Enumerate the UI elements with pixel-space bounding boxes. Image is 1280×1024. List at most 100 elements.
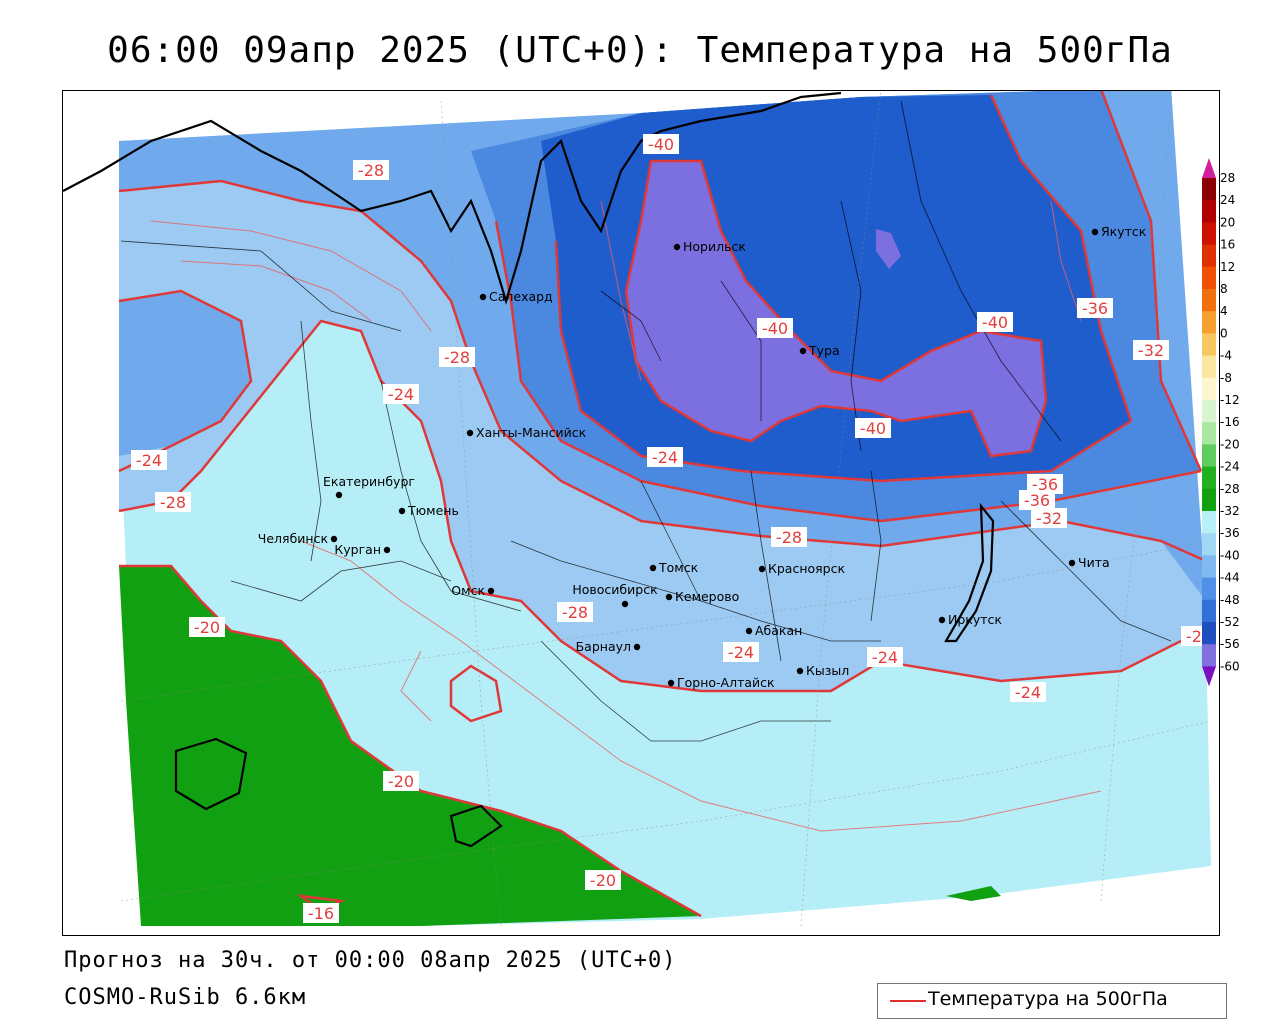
city-dot <box>673 243 681 251</box>
legend-box: Температура на 500гПа <box>877 983 1227 1019</box>
colorbar-swatch <box>1202 444 1216 468</box>
colorbar-tick-label: -28 <box>1220 482 1240 496</box>
city-dot <box>398 507 406 515</box>
isotherm-label-bg <box>1027 474 1063 494</box>
colorbar-swatch <box>1202 533 1216 556</box>
isotherm-label-bg <box>131 450 167 470</box>
isotherm-label-bg <box>757 318 793 338</box>
isotherm-minus28-main <box>118 179 1207 563</box>
isotherm-label: -20 <box>590 871 616 890</box>
isotherm-label: -20 <box>194 618 220 637</box>
isotherm-label: -28 <box>776 528 802 547</box>
colorbar-swatch <box>1202 555 1216 579</box>
colorbar-swatch <box>1202 488 1216 512</box>
temperature-map: Норильск Салехард Тура Якутск Ханты-Мансийск… <box>62 90 1220 936</box>
city-dot <box>758 565 766 573</box>
colorbar-tick-label: -36 <box>1220 526 1240 540</box>
colorbar-swatch <box>1202 622 1216 645</box>
isotherm-label: -24 <box>1015 683 1041 702</box>
isotherm-label-bg <box>1010 682 1046 702</box>
colorbar-swatch <box>1202 222 1216 246</box>
isotherm-label: -24 <box>652 448 678 467</box>
colorbar-tick-label: -12 <box>1220 393 1240 407</box>
isotherm-label-bg <box>383 771 419 791</box>
city-dot <box>1068 559 1076 567</box>
city-label: Новосибирск <box>572 582 658 597</box>
isotherm-label-bg <box>867 647 903 667</box>
isotherm-label: -20 <box>388 772 414 791</box>
isotherm-label: -28 <box>444 348 470 367</box>
isotherm-minus20 <box>119 564 702 918</box>
colorbar-tick-label: 20 <box>1220 215 1235 229</box>
isotherm-label-bg <box>647 447 683 467</box>
isotherm-label: -40 <box>860 419 886 438</box>
isotherm-label: -28 <box>358 161 384 180</box>
isotherm-label-bg <box>977 312 1013 332</box>
colorbar-tick-label: 0 <box>1220 326 1228 340</box>
colorbar-swatch <box>1202 355 1216 379</box>
city-dot <box>745 627 753 635</box>
city-label: Омск <box>451 583 485 598</box>
colorbar-swatch <box>1202 333 1216 357</box>
isotherm-label-bg <box>1133 340 1169 360</box>
colorbar-swatches <box>1202 158 1216 687</box>
city-dot <box>487 587 495 595</box>
city-dot <box>330 535 338 543</box>
isotherm-label-bg <box>643 134 679 154</box>
colorbar-tick-label: -56 <box>1220 637 1240 651</box>
isotherm-label-bg <box>1031 508 1067 528</box>
city-label: Кызыл <box>806 663 849 678</box>
city-dot <box>796 667 804 675</box>
city-label: Кемерово <box>675 589 739 604</box>
isotherm-label: -32 <box>1036 509 1062 528</box>
isotherm-label: -24 <box>728 643 754 662</box>
isotherm-label-bg <box>585 870 621 890</box>
colorbar-swatch <box>1202 577 1216 601</box>
city-label: Норильск <box>683 239 746 254</box>
colorbar-swatch <box>1202 511 1216 534</box>
city-dot <box>665 593 673 601</box>
isotherm-label-bg <box>855 418 891 438</box>
city-dot <box>667 679 675 687</box>
isotherm-label: -24 <box>388 385 414 404</box>
isotherm-label: -36 <box>1082 299 1108 318</box>
colorbar-tick-label: -8 <box>1220 371 1232 385</box>
city-dot <box>466 429 474 437</box>
isotherm-label-bg <box>439 347 475 367</box>
isotherm-label-bg <box>771 527 807 547</box>
colorbar-swatch <box>1202 200 1216 223</box>
colorbar-labels: 28 24 20 16 12 8 4 0 -4 -8 -12 -16 -20 -24 -28 -32 -36 -4… <box>1220 171 1240 673</box>
isotherm-label-bg <box>1019 490 1055 510</box>
isotherm-label: -36 <box>1024 491 1050 510</box>
zone-green-small <box>946 886 1001 901</box>
colorbar-swatch <box>1202 244 1216 268</box>
city-label: Тюмень <box>407 503 459 518</box>
legend-line-swatch <box>890 1000 926 1002</box>
zone-minus40-44 <box>626 161 1046 456</box>
city-dot <box>938 616 946 624</box>
isotherm-label-bg <box>383 384 419 404</box>
colorbar-swatch <box>1202 422 1216 445</box>
isotherm-label: -40 <box>648 135 674 154</box>
city-label: Тура <box>808 343 840 358</box>
colorbar-swatch <box>1202 466 1216 490</box>
forecast-line: Прогноз на 30ч. от 00:00 08апр 2025 (UTC… <box>64 948 677 973</box>
isotherm-minus24-blob <box>449 664 503 723</box>
isotherm-label: -40 <box>982 313 1008 332</box>
colorbar-tick-label: -4 <box>1220 349 1232 363</box>
city-label: Иркутск <box>948 612 1002 627</box>
isotherm-label: -36 <box>1032 475 1058 494</box>
colorbar-swatch <box>1202 400 1216 423</box>
city-dot <box>335 491 343 499</box>
isotherm-label-bg <box>303 903 339 923</box>
coastline-north <box>63 91 842 305</box>
city-dot <box>621 600 629 608</box>
isotherm-minus36-east <box>989 94 1133 422</box>
isotherm-minus24-west <box>118 319 1206 693</box>
map-title: 06:00 09апр 2025 (UTC+0): Температура на… <box>107 30 1173 71</box>
colorbar-tick-label: 16 <box>1220 238 1235 252</box>
isotherm-label-bg <box>189 617 225 637</box>
colorbar-tick-label: -60 <box>1220 659 1240 673</box>
colorbar-swatch <box>1202 266 1216 290</box>
colorbar-tick-label: 4 <box>1220 304 1228 318</box>
